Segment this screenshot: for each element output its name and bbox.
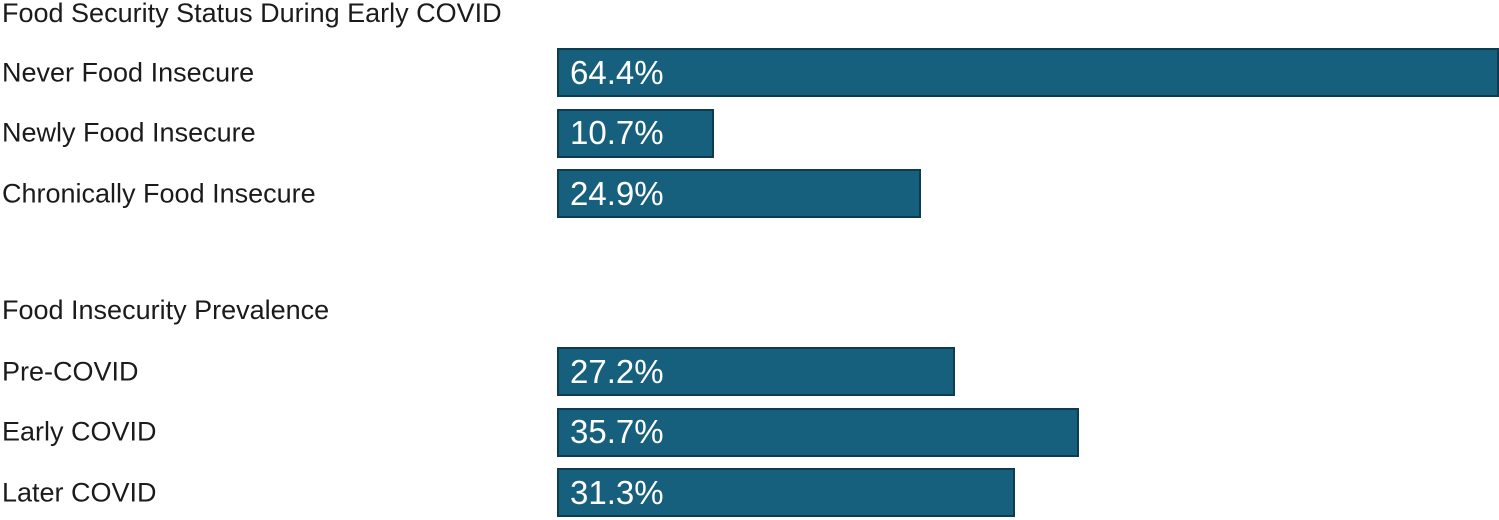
chart-row: Never Food Insecure 64.4% [0,48,1499,97]
bar-value-label: 10.7% [570,114,664,151]
bar-value-label: 35.7% [570,413,664,450]
chart-row: Early COVID 35.7% [0,407,1499,457]
bar-value-label: 27.2% [570,352,664,390]
bar-value-label: 31.3% [570,473,664,511]
category-label: Newly Food Insecure [2,117,256,148]
category-label: Early COVID [2,416,157,447]
bar-value-label: 64.4% [570,53,664,91]
section-title-food-insecurity-prevalence: Food Insecurity Prevalence [2,295,330,325]
bar: 24.9% [557,169,921,218]
bar-value-label: 24.9% [570,174,664,212]
chart-row: Chronically Food Insecure 24.9% [0,169,1499,218]
bar: 10.7% [557,108,714,158]
bar: 27.2% [557,347,955,396]
bar: 31.3% [557,468,1015,517]
category-label: Later COVID [2,477,157,507]
bar: 64.4% [557,48,1499,97]
bar: 35.7% [557,407,1079,457]
chart-row: Pre-COVID 27.2% [0,347,1499,396]
category-label: Chronically Food Insecure [2,178,316,208]
chart-row: Later COVID 31.3% [0,468,1499,517]
section-title-food-security-status: Food Security Status During Early COVID [2,0,502,28]
chart-row: Newly Food Insecure 10.7% [0,108,1499,158]
category-label: Pre-COVID [2,356,139,386]
category-label: Never Food Insecure [2,57,255,87]
